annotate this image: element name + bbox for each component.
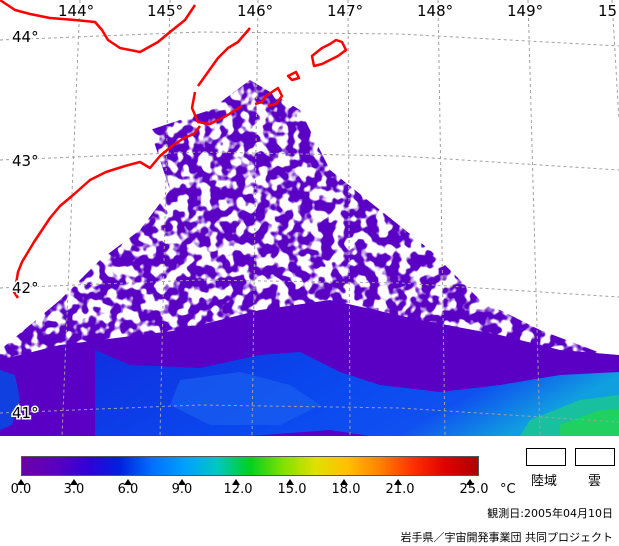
- meridian-147: [347, 0, 351, 436]
- parallel-42: [0, 279, 619, 298]
- tick-mark-21: [394, 479, 402, 485]
- lon-label-146: 146°: [237, 2, 273, 20]
- lon-label-144: 144°: [58, 2, 94, 20]
- lat-label-44: 44°: [12, 28, 39, 46]
- warm-core: [170, 372, 320, 425]
- tick-mark-9: [178, 479, 186, 485]
- tick-mark-0: [17, 479, 25, 485]
- tick-label-9: 9.0: [171, 482, 193, 497]
- land-key-box: [526, 448, 566, 466]
- tick-mark-12: [232, 479, 240, 485]
- lon-label-145: 145°: [147, 2, 183, 20]
- sea-surface-temperature-map: 144° 145° 146° 147° 148° 149° 15 44° 43°…: [0, 0, 619, 436]
- cloud-key-box: [575, 448, 615, 466]
- lat-label-41: 41°: [12, 404, 39, 422]
- longitude-labels: 144° 145° 146° 147° 148° 149° 15: [57, 1, 619, 22]
- meridian-145: [159, 0, 171, 436]
- tick-label-3: 3.0: [63, 482, 85, 497]
- meridian-146: [251, 0, 259, 436]
- unit-label: °C: [500, 482, 516, 497]
- credit-text: 岩手県／宇宙開発事業団 共同プロジェクト: [400, 531, 614, 544]
- temperature-colorbar: [21, 456, 479, 476]
- legend-area: [0, 436, 619, 546]
- graticule: [0, 0, 619, 436]
- coastline-etorofu: [310, 38, 348, 68]
- tick-label-6: 6.0: [117, 482, 139, 497]
- meridian-144: [61, 0, 81, 436]
- parallel-41: [0, 404, 619, 423]
- coastline-hokkaido-east: [0, 0, 197, 54]
- parallel-44: [0, 31, 619, 47]
- lon-label-148: 148°: [417, 2, 453, 20]
- coastline: [0, 0, 348, 299]
- coastline-nemuro: [12, 125, 201, 299]
- cloud-key-label: 雲: [588, 474, 602, 489]
- tick-mark-18: [340, 479, 348, 485]
- tick-label-21: 21.0: [385, 482, 415, 497]
- parallel-43: [0, 151, 619, 171]
- coastline-islet: [286, 70, 301, 82]
- tick-label-25: 25.0: [459, 482, 489, 497]
- meridian-148: [437, 0, 446, 436]
- warm-water-west: [0, 370, 20, 430]
- tick-label-15: 15.0: [277, 482, 307, 497]
- coastline-kunashiri: [254, 86, 284, 108]
- tick-mark-25: [466, 479, 474, 485]
- tick-label-0: 0.0: [10, 482, 32, 497]
- tick-mark-3: [70, 479, 78, 485]
- latitude-labels: 44° 43° 42° 41°: [11, 27, 41, 424]
- lon-label-147: 147°: [327, 2, 363, 20]
- tick-label-18: 18.0: [331, 482, 361, 497]
- tick-label-12: 12.0: [223, 482, 253, 497]
- coastline-shiretoko: [190, 27, 251, 126]
- land-key-label: 陸域: [531, 474, 558, 489]
- meridian-150: [611, 0, 619, 121]
- warm-water-southeast-core: [560, 410, 619, 436]
- tick-mark-15: [286, 479, 294, 485]
- tick-mark-6: [124, 479, 132, 485]
- meridian-149: [527, 0, 541, 436]
- lon-label-149: 149°: [507, 2, 543, 20]
- lon-label-150: 15: [598, 2, 617, 20]
- ocean-data-layer: [0, 80, 619, 436]
- observation-date: 観測日:2005年04月10日: [487, 507, 613, 520]
- lat-label-42: 42°: [12, 279, 39, 297]
- lat-label-43: 43°: [12, 152, 39, 170]
